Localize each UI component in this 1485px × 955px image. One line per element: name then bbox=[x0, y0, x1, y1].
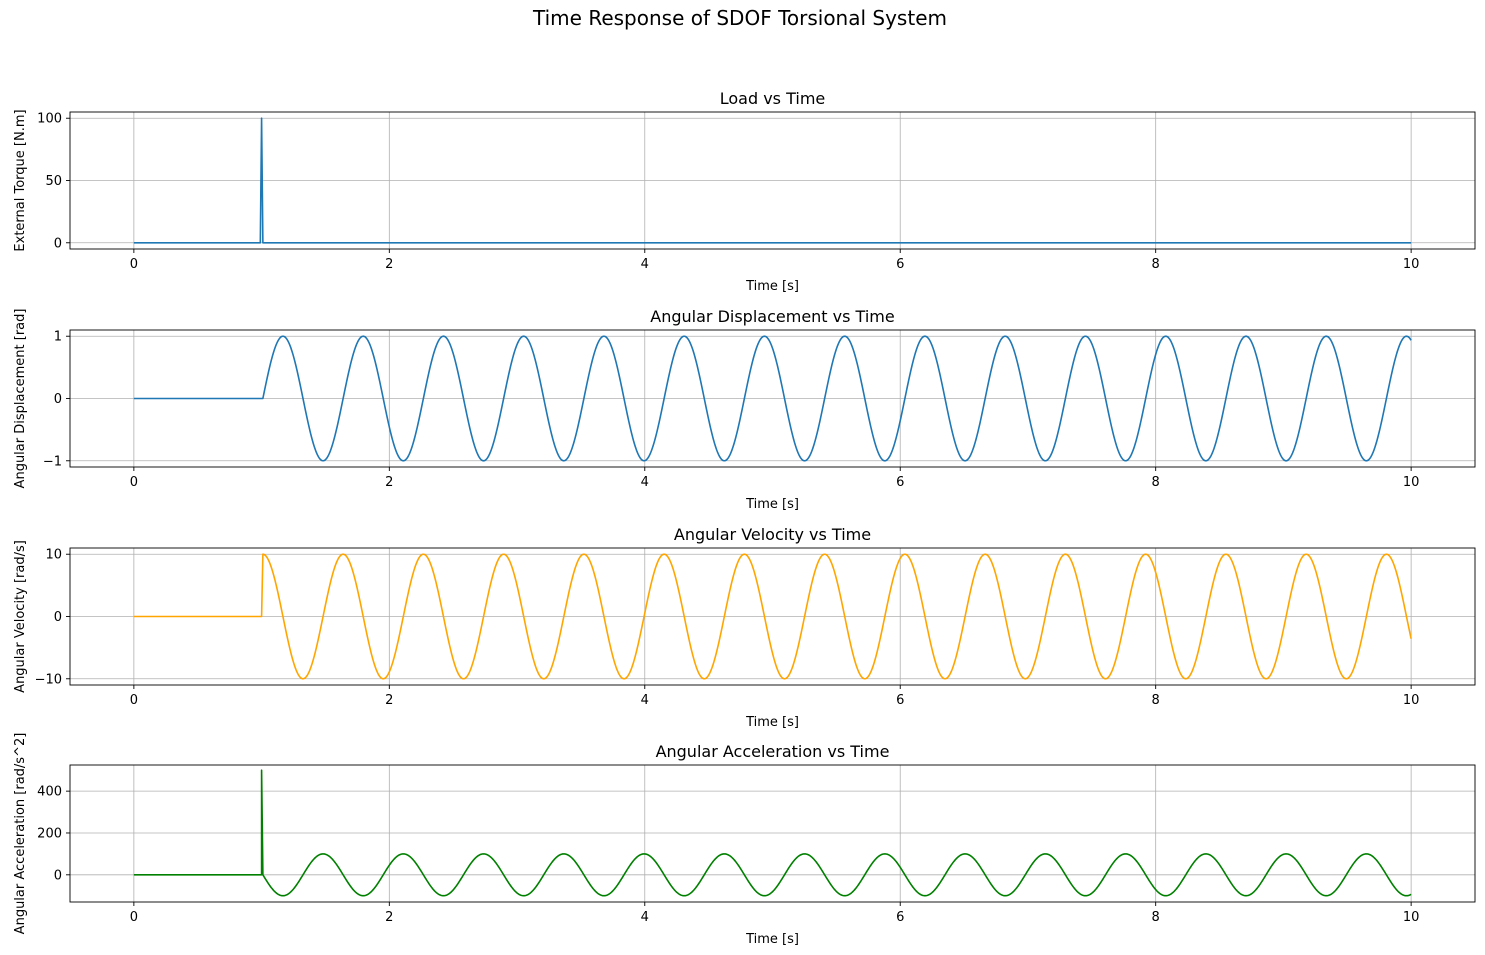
figure-title: Time Response of SDOF Torsional System bbox=[532, 6, 947, 30]
subplot-title: Angular Displacement vs Time bbox=[650, 307, 894, 326]
x-tick-label: 6 bbox=[896, 910, 904, 925]
y-axis-label: External Torque [N.m] bbox=[13, 109, 28, 251]
x-tick-label: 2 bbox=[385, 910, 393, 925]
x-tick-label: 10 bbox=[1403, 910, 1420, 925]
x-tick-label: 10 bbox=[1403, 257, 1420, 272]
series-line bbox=[133, 769, 1412, 897]
x-tick-label: 4 bbox=[641, 475, 649, 490]
y-axis-label: Angular Velocity [rad/s] bbox=[13, 540, 28, 693]
series-line bbox=[133, 117, 1412, 244]
y-tick-label: 1 bbox=[54, 330, 62, 345]
subplot-title: Angular Velocity vs Time bbox=[674, 525, 871, 544]
x-tick-label: 8 bbox=[1152, 475, 1160, 490]
x-tick-label: 0 bbox=[130, 475, 138, 490]
y-tick-label: 50 bbox=[45, 174, 62, 189]
y-axis-label: Angular Displacement [rad] bbox=[13, 309, 28, 489]
x-tick-label: 8 bbox=[1152, 693, 1160, 708]
x-tick-label: 10 bbox=[1403, 693, 1420, 708]
x-axis-label: Time [s] bbox=[745, 932, 799, 947]
x-tick-label: 2 bbox=[385, 693, 393, 708]
y-tick-label: 10 bbox=[45, 548, 62, 563]
y-tick-label: 0 bbox=[54, 868, 62, 883]
x-tick-label: 2 bbox=[385, 475, 393, 490]
subplot-angular-acceleration-vs-time: 0 2 4 6 8 10 0 200 400 Angular Acceleration vs Ti… bbox=[13, 733, 1476, 947]
series-line bbox=[133, 553, 1412, 680]
x-tick-label: 4 bbox=[641, 910, 649, 925]
x-axis-label: Time [s] bbox=[745, 497, 799, 512]
y-tick-label: 100 bbox=[37, 112, 62, 127]
series-line bbox=[133, 335, 1412, 462]
y-tick-label: −1 bbox=[43, 454, 62, 469]
subplot-angular-displacement-vs-time: 0 2 4 6 8 10 −1 0 1 Angular Displacement vs Time T… bbox=[13, 307, 1476, 512]
y-tick-label: 0 bbox=[54, 392, 62, 407]
subplot-title: Load vs Time bbox=[720, 89, 826, 108]
subplot-angular-velocity-vs-time: 0 2 4 6 8 10 −10 0 10 Angular Velocity vs Time Tim… bbox=[13, 525, 1476, 730]
axes-frame bbox=[69, 764, 1476, 903]
y-tick-label: −10 bbox=[35, 672, 62, 687]
x-tick-label: 6 bbox=[896, 475, 904, 490]
y-axis-label: Angular Acceleration [rad/s^2] bbox=[13, 733, 28, 935]
x-tick-label: 2 bbox=[385, 257, 393, 272]
y-tick-label: 0 bbox=[54, 610, 62, 625]
x-tick-label: 8 bbox=[1152, 910, 1160, 925]
x-tick-label: 6 bbox=[896, 693, 904, 708]
x-axis-label: Time [s] bbox=[745, 715, 799, 730]
x-tick-label: 0 bbox=[130, 693, 138, 708]
x-tick-label: 10 bbox=[1403, 475, 1420, 490]
x-tick-label: 0 bbox=[130, 910, 138, 925]
y-tick-label: 200 bbox=[37, 826, 62, 841]
x-tick-label: 4 bbox=[641, 257, 649, 272]
subplot-title: Angular Acceleration vs Time bbox=[656, 742, 890, 761]
y-tick-label: 400 bbox=[37, 785, 62, 800]
x-axis-label: Time [s] bbox=[745, 279, 799, 294]
x-tick-label: 8 bbox=[1152, 257, 1160, 272]
x-tick-label: 0 bbox=[130, 257, 138, 272]
y-tick-label: 0 bbox=[54, 236, 62, 251]
x-tick-label: 6 bbox=[896, 257, 904, 272]
x-tick-label: 4 bbox=[641, 693, 649, 708]
